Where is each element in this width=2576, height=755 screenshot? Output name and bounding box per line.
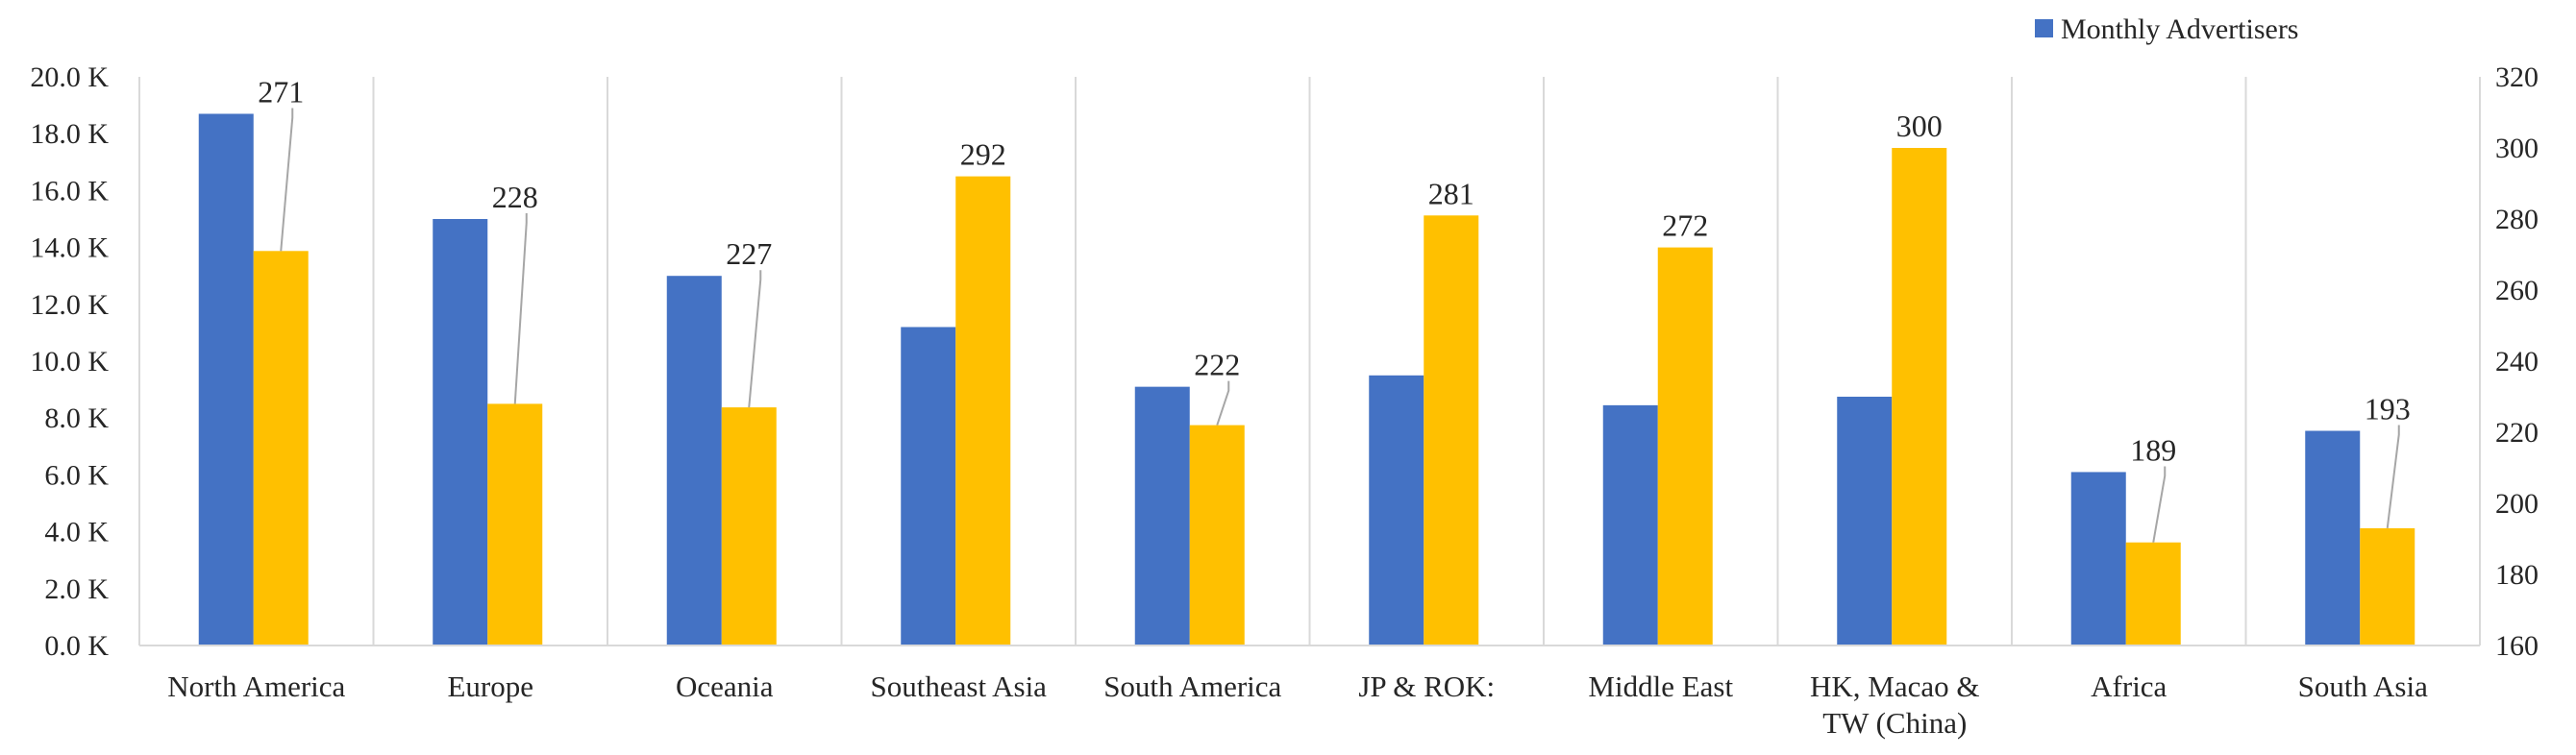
data-label-leader-lines	[280, 108, 2400, 543]
category-label: Middle East	[1588, 670, 1733, 703]
bar-marks	[198, 113, 2415, 646]
legend-label-monthly-advertisers: Monthly Advertisers	[2061, 13, 2299, 45]
left-tick-label: 2.0 K	[44, 573, 109, 605]
right-tick-label: 260	[2495, 275, 2539, 306]
left-tick-label: 8.0 K	[44, 402, 109, 434]
bar-secondary-series	[1657, 247, 1713, 645]
bar-monthly-advertisers	[433, 219, 488, 645]
bar-monthly-advertisers	[2305, 430, 2361, 645]
data-label: 300	[1896, 109, 1943, 143]
category-separators	[138, 77, 2481, 645]
bar-secondary-series	[1189, 425, 1245, 645]
bar-monthly-advertisers	[1837, 397, 1893, 645]
category-labels: North America Europe Oceania Southeast Asia…	[167, 670, 2428, 740]
right-tick-label: 200	[2495, 488, 2539, 520]
data-label: 193	[2365, 392, 2411, 426]
left-tick-label: 10.0 K	[30, 346, 109, 378]
data-label: 227	[726, 236, 772, 271]
category-label: JP & ROK:	[1358, 670, 1495, 703]
right-tick-label: 280	[2495, 204, 2539, 235]
category-label: Southeast Asia	[871, 670, 1048, 703]
legend: Monthly Advertisers	[2035, 13, 2299, 45]
bar-monthly-advertisers	[2070, 472, 2126, 645]
category-label: Oceania	[676, 670, 774, 703]
data-label: 189	[2130, 432, 2176, 467]
data-label-leader	[748, 270, 762, 408]
legend-swatch-monthly-advertisers	[2035, 19, 2053, 37]
right-tick-label: 320	[2495, 61, 2539, 93]
data-label-leader	[513, 213, 528, 404]
bar-monthly-advertisers	[1134, 386, 1190, 645]
right-tick-label: 180	[2495, 559, 2539, 591]
left-tick-label: 0.0 K	[44, 630, 109, 662]
data-label-leader	[1216, 380, 1230, 426]
bar-secondary-series	[1892, 148, 1947, 645]
left-tick-label: 4.0 K	[44, 517, 109, 548]
data-label: 281	[1428, 176, 1474, 210]
category-label: South Asia	[2298, 670, 2428, 703]
bar-monthly-advertisers	[1602, 404, 1658, 645]
left-tick-label: 6.0 K	[44, 459, 109, 491]
left-tick-label: 14.0 K	[30, 232, 109, 264]
left-tick-label: 16.0 K	[30, 175, 109, 207]
category-label: Africa	[2091, 670, 2167, 703]
left-axis-tick-labels: 0.0 K 2.0 K 4.0 K 6.0 K 8.0 K 10.0 K 12.0 K 14.…	[30, 61, 109, 662]
category-label: South America	[1103, 670, 1281, 703]
data-label: 228	[492, 180, 538, 214]
data-label: 271	[258, 74, 304, 109]
bar-monthly-advertisers	[1369, 375, 1424, 645]
left-tick-label: 12.0 K	[30, 289, 109, 321]
bar-monthly-advertisers	[666, 276, 722, 645]
category-label: Europe	[447, 670, 533, 703]
data-label: 222	[1194, 348, 1240, 382]
bar-monthly-advertisers	[198, 113, 254, 646]
right-tick-label: 240	[2495, 346, 2539, 378]
data-label: 292	[960, 137, 1006, 172]
category-label: North America	[167, 670, 345, 703]
category-label: HK, Macao & TW (China)	[1810, 670, 1979, 740]
bar-secondary-series	[2125, 542, 2181, 645]
bar-secondary-series	[2360, 527, 2415, 645]
left-tick-label: 20.0 K	[30, 61, 109, 93]
bar-secondary-series	[721, 407, 777, 645]
right-tick-label: 160	[2495, 630, 2539, 662]
data-labels: 271 228 227 292 222 281 272 300 189 193	[258, 74, 2411, 467]
right-tick-label: 220	[2495, 417, 2539, 449]
right-tick-label: 300	[2495, 133, 2539, 164]
data-label-leader	[2152, 466, 2167, 543]
data-label-leader	[2386, 425, 2400, 529]
bar-secondary-series	[253, 251, 309, 645]
left-tick-label: 18.0 K	[30, 118, 109, 150]
bar-secondary-series	[955, 176, 1011, 645]
bar-secondary-series	[487, 403, 543, 645]
right-axis-tick-labels: 160 180 200 220 240 260 280 300 320	[2495, 61, 2539, 662]
bar-secondary-series	[1424, 215, 1479, 646]
bar-monthly-advertisers	[901, 327, 956, 645]
data-label-leader	[280, 108, 294, 252]
data-label: 272	[1662, 208, 1708, 243]
